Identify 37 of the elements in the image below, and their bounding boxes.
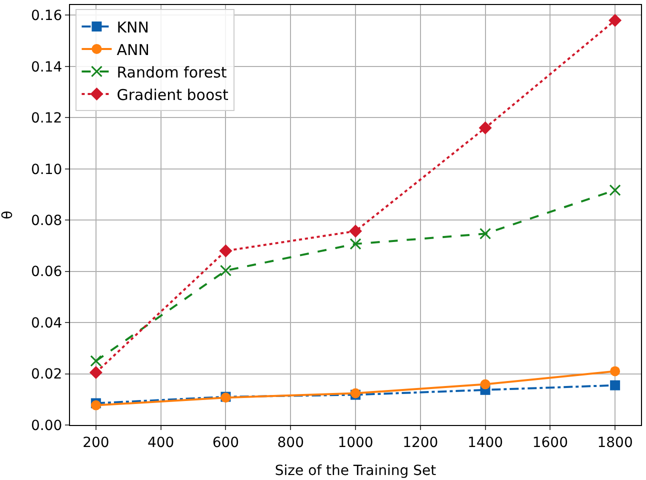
x-tick-label: 1200 bbox=[402, 434, 438, 451]
y-tick-label: 0.16 bbox=[31, 8, 62, 24]
y-tick-label: 0.04 bbox=[31, 315, 62, 332]
y-tick-label: 0.12 bbox=[31, 110, 62, 127]
legend-label: Random forest bbox=[116, 63, 227, 82]
x-axis-title: Size of the Training Set bbox=[274, 463, 437, 480]
y-tick-label: 0.10 bbox=[31, 162, 62, 178]
x-tick-label: 400 bbox=[147, 434, 174, 451]
y-tick-label: 0.02 bbox=[31, 366, 62, 383]
y-tick-label: 0.14 bbox=[31, 59, 62, 76]
point bbox=[609, 184, 621, 196]
x-tick-label: 1600 bbox=[532, 434, 568, 451]
x-tick-label: 1800 bbox=[597, 434, 633, 451]
point bbox=[480, 379, 490, 390]
legend-label: Gradient boost bbox=[116, 86, 228, 104]
x-tick-label: 1000 bbox=[338, 434, 374, 451]
y-tick-label: 0.08 bbox=[31, 213, 62, 230]
y-axis-title: θ bbox=[0, 210, 16, 220]
legend-label: ANN bbox=[116, 40, 150, 59]
point bbox=[219, 244, 232, 258]
x-tick-label: 200 bbox=[82, 434, 110, 451]
point bbox=[350, 238, 362, 250]
point bbox=[349, 224, 362, 238]
y-tick-label: 0.06 bbox=[31, 264, 62, 280]
point bbox=[220, 264, 232, 276]
point bbox=[479, 228, 492, 240]
x-tick-label: 600 bbox=[212, 434, 240, 451]
point bbox=[608, 14, 622, 27]
point bbox=[610, 380, 620, 390]
point bbox=[478, 121, 492, 134]
x-tick-label: 1400 bbox=[467, 434, 504, 451]
y-tick-label: 0.00 bbox=[31, 418, 62, 434]
x-tick-label: 800 bbox=[277, 434, 304, 451]
point bbox=[610, 366, 620, 376]
legend-label: KNN bbox=[116, 18, 149, 36]
point bbox=[89, 366, 102, 379]
point bbox=[90, 355, 102, 367]
